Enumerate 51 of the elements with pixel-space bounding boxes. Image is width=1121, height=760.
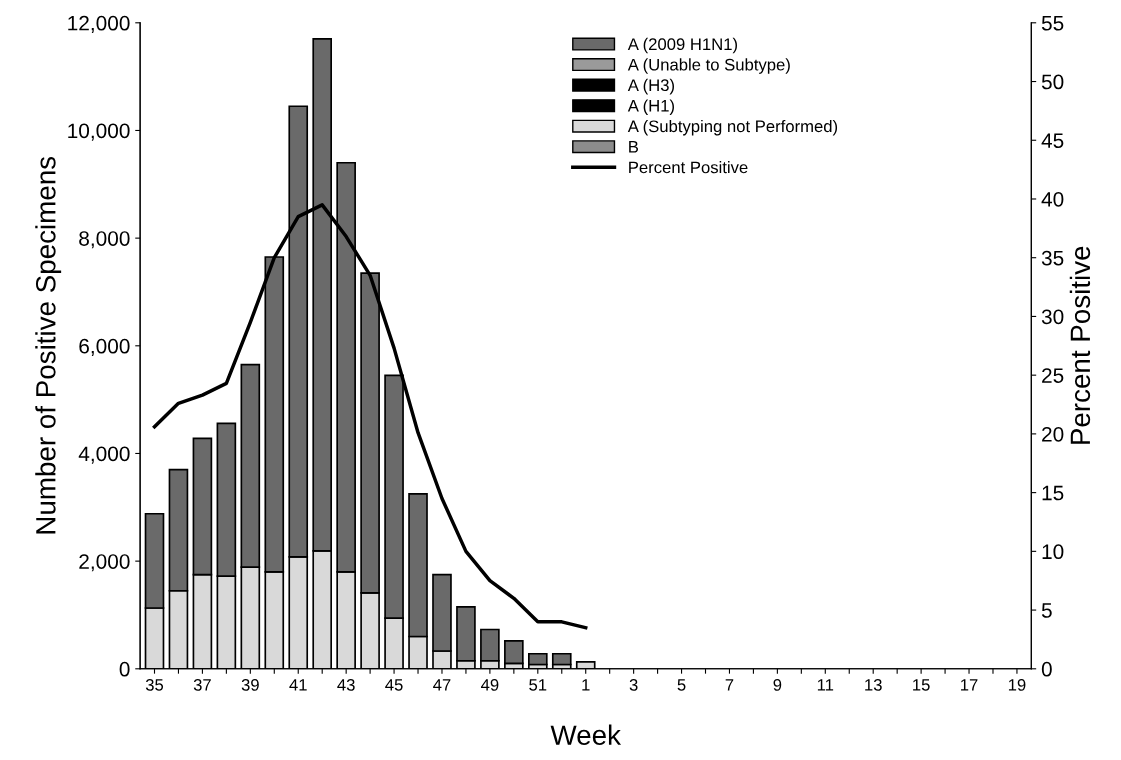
x-tick-label: 45 xyxy=(385,679,403,691)
x-tick-label: 7 xyxy=(725,679,734,691)
x-tick-label: 5 xyxy=(677,679,686,691)
y-tick-label: 4,000 xyxy=(78,446,130,464)
y2-tick-label: 10 xyxy=(1042,544,1064,560)
x-tick-label: 1 xyxy=(582,679,590,691)
y-tick-label: 10,000 xyxy=(68,123,130,141)
legend-label: A (2009 H1N1) xyxy=(627,37,738,54)
y-tick-label: 8,000 xyxy=(79,231,130,249)
x-tick-label: 43 xyxy=(337,678,355,691)
y2-tick-label: 45 xyxy=(1041,133,1064,149)
bar xyxy=(504,639,524,665)
y-axis-title: Number of Positive Specimens xyxy=(35,156,62,534)
y2-tick-label: 5 xyxy=(1041,603,1052,618)
x-tick-label: 17 xyxy=(961,679,978,691)
y2-tick-label: 0 xyxy=(1041,661,1052,677)
y2-tick-label: 55 xyxy=(1041,16,1064,31)
x-tick-label: 3 xyxy=(629,678,638,691)
legend-label: B xyxy=(629,141,639,153)
y2-tick-label: 30 xyxy=(1041,309,1064,325)
x-tick-label: 51 xyxy=(529,679,547,691)
x-tick-label: 49 xyxy=(481,678,499,691)
x-tick-label: 19 xyxy=(1008,678,1026,691)
legend-label: A (H1) xyxy=(627,99,674,115)
legend-label: A (Unable to Subtype) xyxy=(627,58,790,74)
y2-tick-label: 20 xyxy=(1042,426,1064,442)
y-tick-label: 12,000 xyxy=(68,15,130,34)
x-tick-label: 15 xyxy=(913,679,930,691)
x-tick-label: 35 xyxy=(145,678,164,691)
y-tick-label: 2,000 xyxy=(79,554,130,572)
x-axis-title: Week xyxy=(550,724,622,746)
y2-tick-label: 35 xyxy=(1041,250,1064,266)
y2-axis-title: Percent Positive xyxy=(1069,246,1091,444)
y2-tick-label: 40 xyxy=(1041,191,1064,207)
x-tick-label: 13 xyxy=(865,678,882,691)
x-tick-label: 41 xyxy=(289,679,307,691)
y-tick-label: 6,000 xyxy=(79,338,130,357)
y2-tick-label: 15 xyxy=(1042,485,1064,501)
x-tick-label: 11 xyxy=(817,679,834,691)
bar xyxy=(551,652,572,666)
y2-tick-label: 50 xyxy=(1041,74,1064,90)
bar xyxy=(527,652,548,666)
x-tick-label: 9 xyxy=(773,678,782,691)
y2-tick-label: 25 xyxy=(1042,368,1064,383)
x-tick-label: 37 xyxy=(193,678,211,691)
legend-label: Percent Positive xyxy=(629,161,748,174)
legend-label: A (Subtyping not Performed) xyxy=(627,119,838,136)
y-tick-label: 0 xyxy=(119,661,130,677)
x-tick-label: 47 xyxy=(433,679,451,691)
legend-label: A (H3) xyxy=(627,78,674,95)
x-tick-label: 39 xyxy=(241,678,259,691)
